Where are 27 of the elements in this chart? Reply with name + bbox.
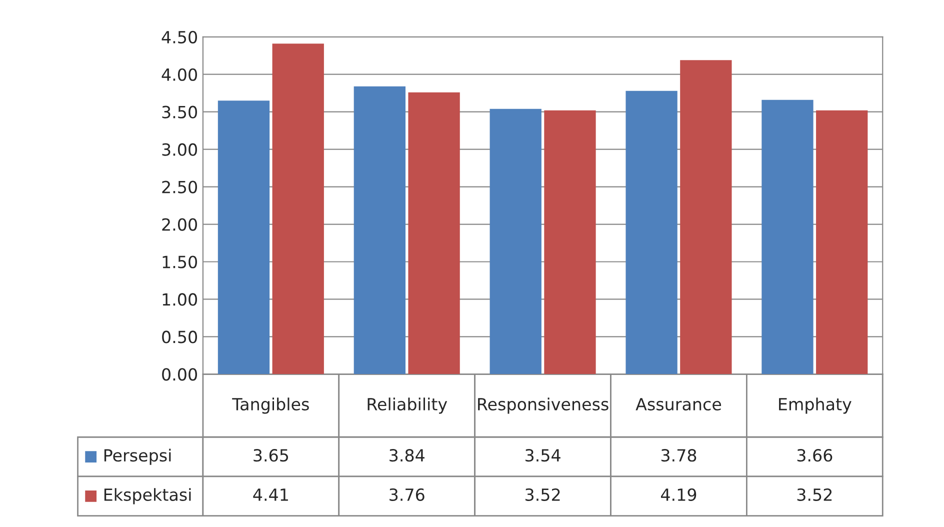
y-tick-label: 2.50 — [162, 180, 197, 194]
y-tick-label: 2.00 — [162, 218, 197, 231]
y-tick-label: 1.50 — [162, 256, 197, 268]
legend-label: Ekspektasi — [104, 488, 191, 504]
x-tick-label: Responsiveness — [478, 398, 608, 414]
data-label: 3.52 — [526, 488, 560, 501]
y-tick-label: 4.00 — [162, 68, 197, 81]
y-tick-label: 1.00 — [162, 293, 197, 306]
data-label: 3.54 — [526, 449, 560, 462]
y-tick-label: 3.50 — [162, 106, 197, 118]
x-tick-label: Tangibles — [232, 398, 309, 414]
data-label: 3.76 — [390, 488, 424, 501]
data-label: 3.52 — [797, 488, 832, 501]
data-label: 3.65 — [254, 449, 288, 462]
x-tick-label: Emphaty — [779, 398, 852, 414]
y-tick-label: 0.50 — [162, 330, 197, 344]
legend-label: Persepsi — [104, 448, 171, 465]
data-label: 3.66 — [797, 449, 832, 462]
y-tick-label: 3.00 — [162, 143, 197, 156]
y-tick-label: 4.50 — [162, 30, 197, 44]
data-label: 3.78 — [661, 449, 696, 462]
data-label: 4.41 — [253, 488, 288, 501]
data-label: 4.19 — [660, 488, 696, 501]
x-tick-label: Reliability — [368, 398, 448, 414]
x-tick-label: Assurance — [636, 398, 722, 410]
data-label: 3.84 — [390, 449, 424, 462]
y-tick-label: 0.00 — [162, 368, 197, 381]
